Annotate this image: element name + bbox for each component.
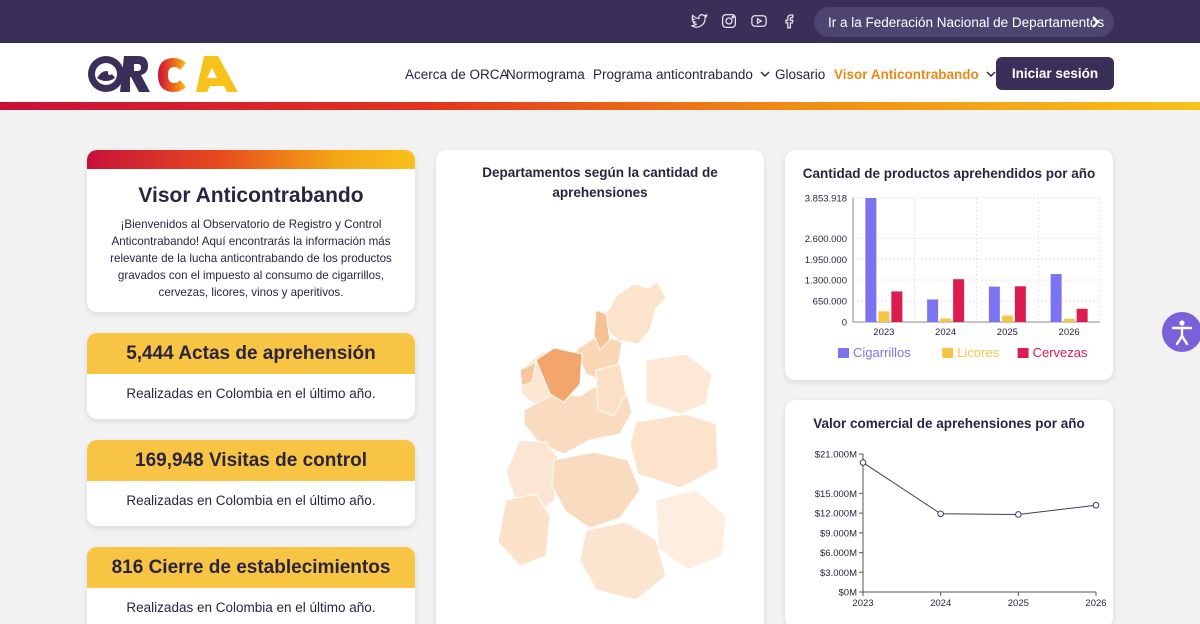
x-tick-label: 2026: [1059, 327, 1080, 338]
chevron-down-icon: [760, 71, 770, 78]
x-tick-label: 2024: [930, 598, 951, 609]
data-point: [937, 510, 944, 518]
data-point: [859, 459, 867, 466]
bar-licores: [940, 318, 952, 322]
orca-logo[interactable]: [86, 48, 244, 100]
accessibility-icon: [1171, 320, 1193, 346]
bar-cigarrillos: [927, 299, 939, 322]
stat-subtitle: Realizadas en Colombia en el último año.: [126, 493, 376, 508]
bar-cervezas: [891, 291, 903, 322]
intro-title: Visor Anticontrabando: [138, 184, 364, 207]
x-tick-label: 2023: [852, 598, 873, 609]
legend-label: Cigarrillos: [853, 345, 911, 360]
bar-licores: [1001, 315, 1013, 322]
y-tick-label: 650.000: [813, 297, 847, 308]
intro-text: ¡Bienvenidos al Observatorio de Registro…: [110, 218, 392, 299]
nav-item-visor[interactable]: Visor Anticontrabando: [834, 65, 997, 83]
bar-cervezas: [1076, 308, 1088, 322]
bar-licores: [1063, 318, 1075, 322]
stat-headline: 169,948 Visitas de control: [87, 440, 415, 481]
bar-cigarrillos: [1050, 274, 1062, 322]
y-tick-label: 1.950.000: [805, 255, 847, 266]
intro-gradient-bar: [87, 150, 415, 169]
nav-item-programa[interactable]: Programa anticontrabando: [593, 65, 771, 83]
nav-item-glosario[interactable]: Glosario: [775, 65, 825, 83]
x-tick-label: 2023: [873, 327, 894, 338]
y-tick-label: $15.000M: [815, 489, 857, 500]
chevron-down-icon: [986, 71, 996, 78]
accessibility-button[interactable]: [1162, 312, 1200, 352]
legend-label: Cervezas: [1033, 345, 1088, 360]
y-tick-label: $3.000M: [820, 568, 857, 579]
x-tick-label: 2026: [1085, 598, 1106, 609]
y-tick-label: $9.000M: [820, 528, 857, 539]
products-bar-chart[interactable]: 0 650.000 1.300.000 1.950.000 2.600.000 3.853…: [785, 188, 1113, 380]
value-chart-card: Valor comercial de aprehensiones por año…: [785, 400, 1113, 624]
bar-licores: [878, 311, 890, 322]
y-tick-label: 1.300.000: [805, 276, 847, 287]
federation-link-label: Ir a la Federación Nacional de Departame…: [828, 14, 1105, 30]
colombia-map[interactable]: [436, 210, 764, 624]
stat-card-actas: 5,444 Actas de aprehensión Realizadas en…: [87, 333, 415, 419]
x-tick-label: 2024: [935, 327, 956, 338]
series-line: [862, 462, 1097, 515]
y-tick-label: $6.000M: [820, 548, 857, 559]
bar-cervezas: [1014, 286, 1026, 322]
y-tick-label: $12.000M: [815, 509, 857, 520]
x-tick-label: 2025: [1008, 598, 1029, 609]
nav-item-label: Programa anticontrabando: [593, 66, 753, 82]
nav-item-label: Visor Anticontrabando: [834, 66, 979, 82]
stat-headline: 816 Cierre de establecimientos: [87, 547, 415, 588]
y-tick-label: $21.000M: [815, 450, 857, 461]
data-point: [1092, 501, 1100, 509]
facebook-icon[interactable]: [780, 12, 798, 30]
x-tick-label: 2025: [997, 327, 1018, 338]
top-bar: Ir a la Federación Nacional de Departame…: [0, 0, 1200, 43]
nav-item-acerca[interactable]: Acerca de ORCA: [405, 65, 509, 83]
brand-stripe: [0, 102, 1200, 110]
stat-subtitle: Realizadas en Colombia en el último año.: [126, 386, 376, 401]
login-button[interactable]: Iniciar sesión: [996, 57, 1114, 90]
social-links: [690, 12, 798, 30]
nav-item-normograma[interactable]: Normograma: [506, 65, 585, 83]
y-tick-label: 0: [842, 318, 847, 329]
nav-item-label: Normograma: [506, 66, 585, 82]
data-point: [1015, 511, 1022, 518]
map-title: Departamentos según la cantidad de apreh…: [482, 165, 718, 200]
bar-cigarrillos: [865, 198, 877, 322]
y-tick-label: 3.853.918: [805, 194, 847, 205]
bar-cervezas: [953, 279, 965, 322]
legend-swatch: [942, 348, 954, 358]
legend-swatch: [1017, 348, 1029, 358]
value-line-chart[interactable]: $0M $3.000M $6.000M $9.000M $12.000M $15.000M…: [785, 440, 1113, 624]
nav-item-label: Glosario: [775, 66, 826, 82]
products-chart-card: Cantidad de productos aprehendidos por a…: [785, 150, 1113, 380]
twitter-icon[interactable]: [690, 12, 708, 30]
stat-card-cierres: 816 Cierre de establecimientos Realizada…: [87, 547, 415, 624]
y-tick-label: 2.600.000: [805, 234, 847, 245]
federation-link-button[interactable]: Ir a la Federación Nacional de Departame…: [814, 7, 1114, 37]
stat-subtitle: Realizadas en Colombia en el último año.: [126, 600, 376, 615]
y-tick-label: $0M: [839, 588, 858, 599]
legend-swatch: [838, 348, 849, 358]
chevron-right-icon: [1092, 16, 1100, 28]
value-chart-title: Valor comercial de aprehensiones por año: [813, 416, 1085, 431]
instagram-icon[interactable]: [720, 12, 738, 30]
products-chart-title: Cantidad de productos aprehendidos por a…: [802, 166, 1096, 181]
stat-headline: 5,444 Actas de aprehensión: [87, 333, 415, 374]
stat-card-visitas: 169,948 Visitas de control Realizadas en…: [87, 440, 415, 526]
bar-cigarrillos: [988, 286, 1000, 322]
youtube-icon[interactable]: [750, 12, 768, 30]
intro-card: Visor Anticontrabando ¡Bienvenidos al Ob…: [87, 150, 415, 312]
nav-item-label: Acerca de ORCA: [405, 66, 509, 82]
map-card: Departamentos según la cantidad de apreh…: [436, 150, 764, 624]
legend-label: Licores: [957, 345, 999, 360]
